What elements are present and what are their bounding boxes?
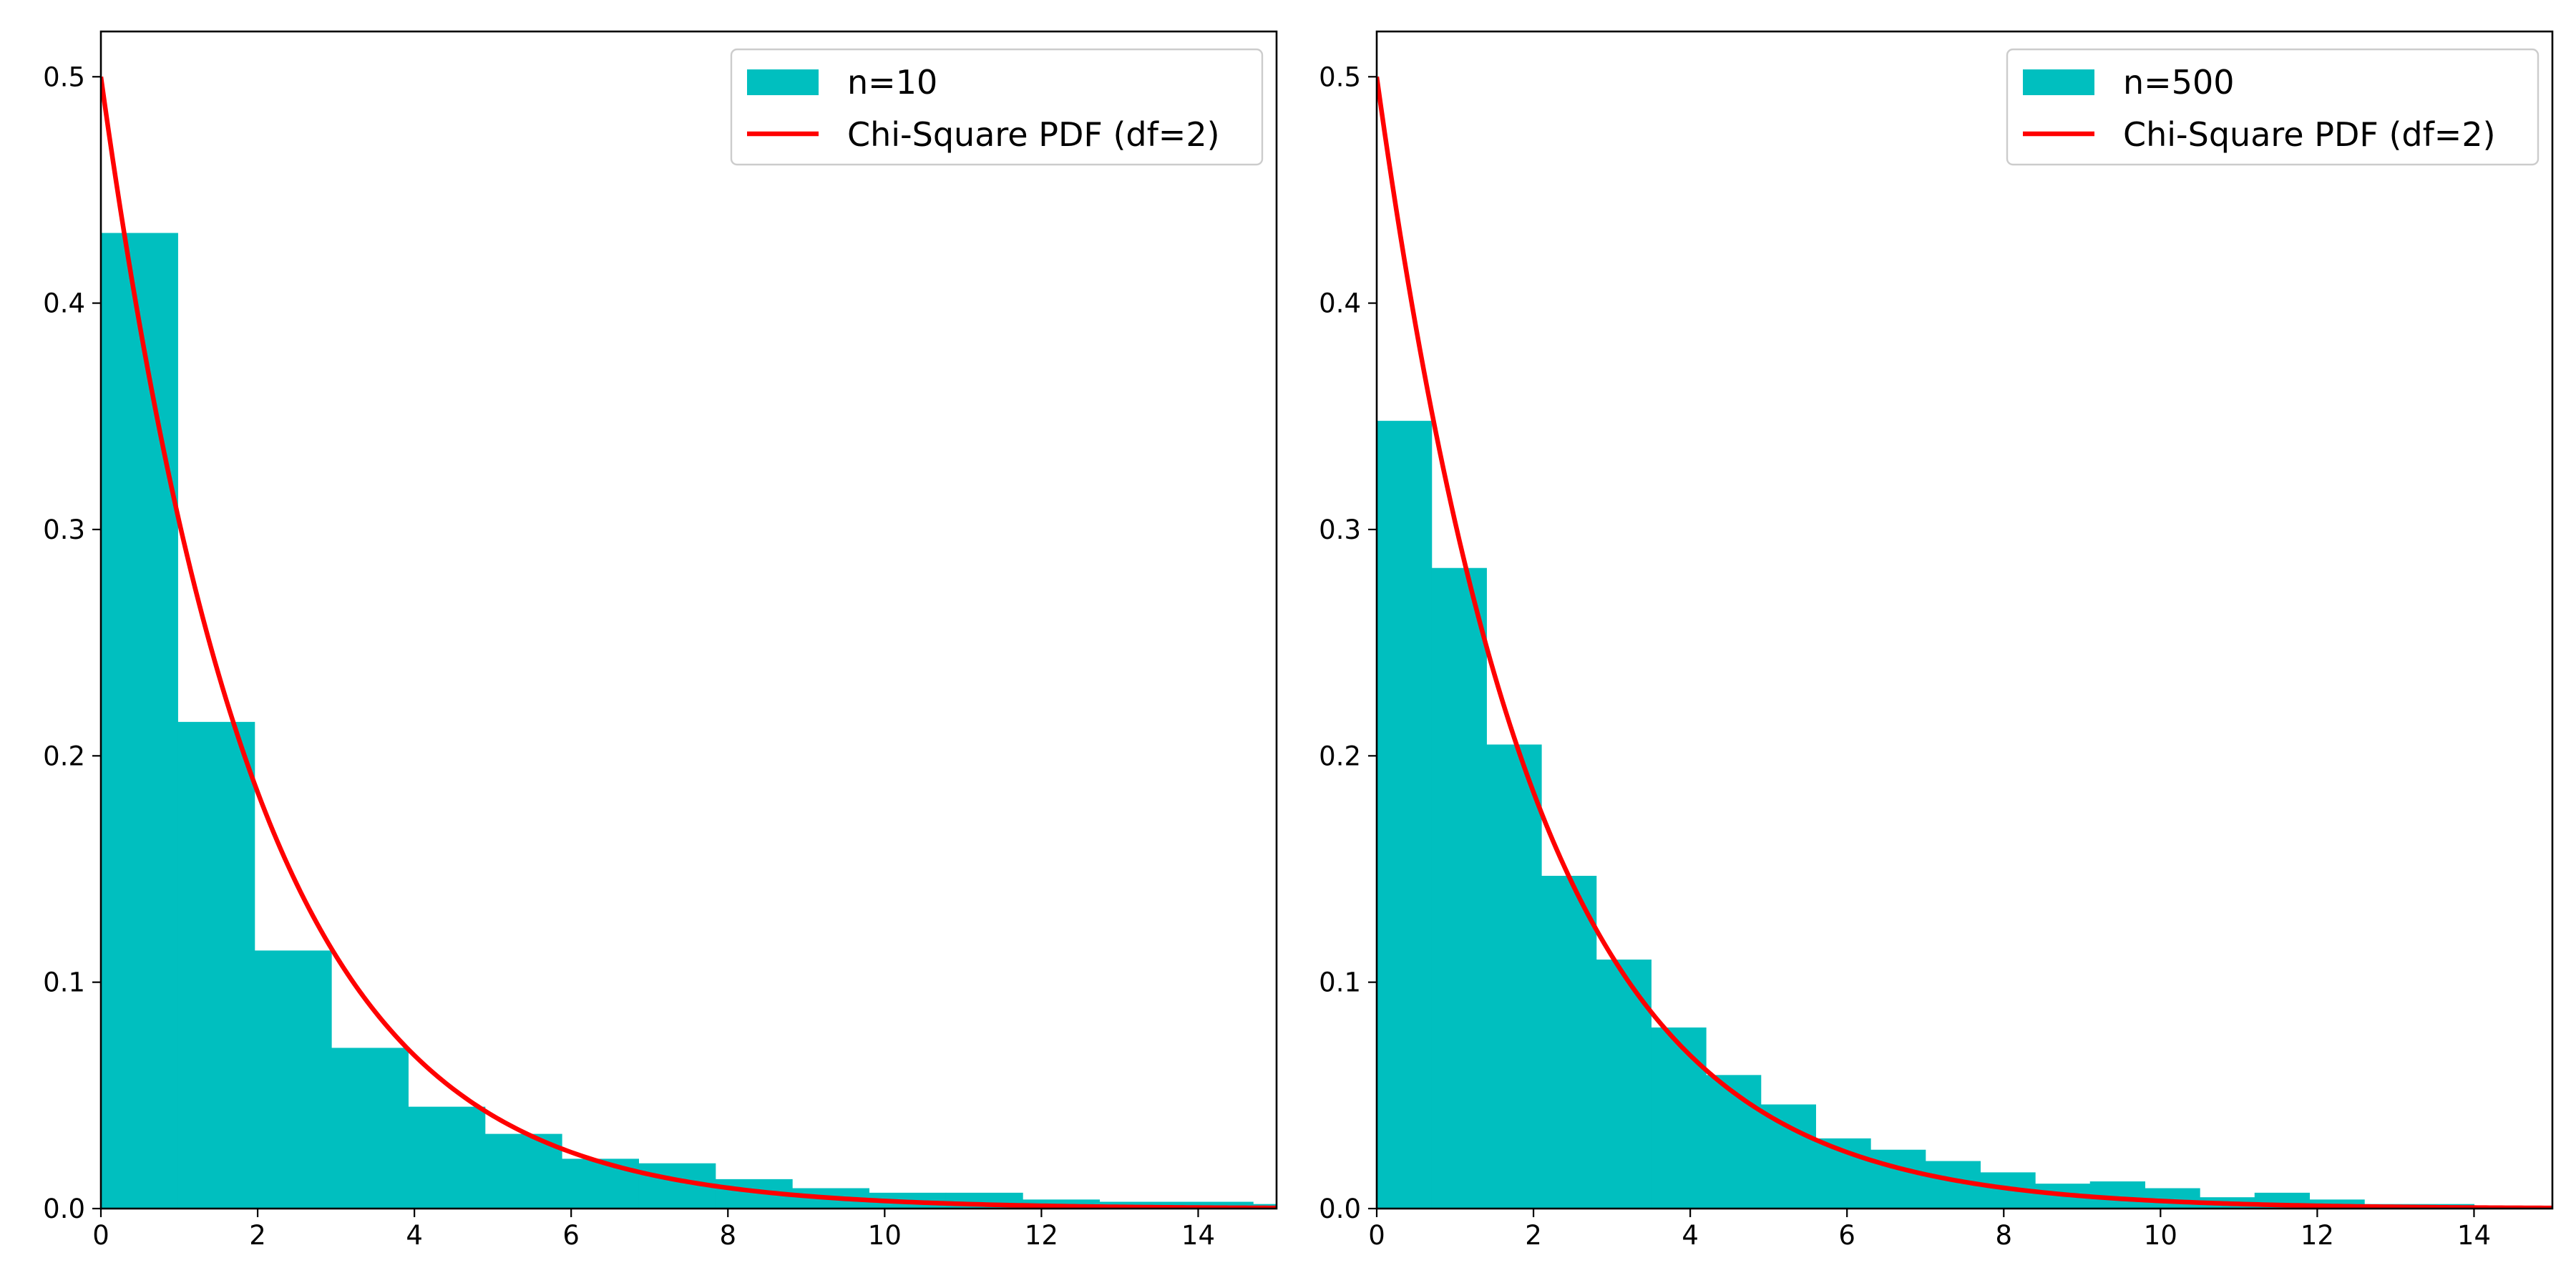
y-tick-label: 0.2 [1319, 741, 1361, 771]
x-tick-label: 12 [2301, 1220, 2334, 1251]
x-tick-label: 8 [1995, 1220, 2012, 1251]
y-tick-label: 0.4 [1319, 288, 1361, 319]
histogram-bar [562, 1158, 639, 1209]
plot-area [101, 76, 1277, 1209]
y-tick-label: 0.1 [1319, 967, 1361, 998]
histogram-bar [254, 950, 332, 1209]
histogram-bar [177, 721, 255, 1209]
legend: n=500 Chi-Square PDF (df=2) [2006, 48, 2540, 166]
legend-pdf-label: Chi-Square PDF (df=2) [2123, 115, 2496, 154]
x-tick-label: 8 [719, 1220, 736, 1251]
histogram-bar [331, 1048, 409, 1209]
y-tick-label: 0.4 [43, 288, 85, 319]
y-tick-label: 0.5 [43, 62, 85, 92]
y-tick-label: 0.3 [43, 514, 85, 545]
histogram-bar [408, 1106, 486, 1209]
x-tick-label: 10 [2144, 1220, 2177, 1251]
histogram-bar [484, 1133, 562, 1209]
legend-histogram-swatch [2023, 69, 2094, 95]
x-tick-label: 4 [1682, 1220, 1699, 1251]
plot-area [1377, 76, 2552, 1209]
axes-frame [1375, 30, 2554, 1210]
histogram-bar [1870, 1149, 1926, 1209]
y-tick-label: 0.0 [1319, 1194, 1361, 1224]
right-histogram-panel: 0 2 4 6 8 10 12 14 0.0 0.1 0.2 0.3 0.4 0.5 n=500 Chi-Sq… [1319, 30, 2554, 1251]
legend-frame [730, 48, 1264, 166]
histogram-bar [101, 233, 178, 1209]
x-tick-label: 4 [406, 1220, 423, 1251]
histogram-bar [1706, 1075, 1762, 1209]
legend-frame [2006, 48, 2540, 166]
x-tick-label: 2 [249, 1220, 266, 1251]
x-tick-label: 14 [2457, 1220, 2491, 1251]
legend-histogram-label: n=500 [2123, 63, 2235, 102]
x-tick-label: 0 [1368, 1220, 1385, 1251]
histogram-bar [1377, 421, 1433, 1209]
chi-square-pdf-line [1377, 76, 2552, 1209]
histogram-bar [1486, 744, 1542, 1209]
left-histogram-panel: 0 2 4 6 8 10 12 14 0.0 0.1 0.2 0.3 0.4 0.5 n=10 Chi-Squ… [43, 30, 1278, 1251]
axes-frame [99, 30, 1278, 1210]
y-tick-label: 0.2 [43, 741, 85, 771]
x-tick-label: 6 [1838, 1220, 1855, 1251]
histogram-bar [1596, 960, 1652, 1209]
x-tick-label: 10 [868, 1220, 902, 1251]
histogram-bar [1760, 1104, 1816, 1209]
legend-pdf-label: Chi-Square PDF (df=2) [847, 115, 1220, 154]
histogram-bar [1176, 1201, 1254, 1209]
x-tick-label: 0 [92, 1220, 109, 1251]
x-tick-label: 12 [1025, 1220, 1058, 1251]
y-tick-label: 0.5 [1319, 62, 1361, 92]
y-tick-label: 0.1 [43, 967, 85, 998]
histogram-bar [1651, 1027, 1707, 1209]
x-tick-label: 6 [562, 1220, 580, 1251]
chi-square-pdf-line [101, 76, 1277, 1209]
histogram-bar [1431, 567, 1487, 1209]
x-tick-label: 2 [1525, 1220, 1542, 1251]
legend: n=10 Chi-Square PDF (df=2) [730, 48, 1264, 166]
legend-histogram-swatch [747, 69, 819, 95]
y-tick-label: 0.0 [43, 1194, 85, 1224]
legend-histogram-label: n=10 [847, 63, 937, 102]
histogram-bar [1541, 875, 1597, 1209]
y-tick-label: 0.3 [1319, 514, 1361, 545]
x-tick-label: 14 [1181, 1220, 1215, 1251]
